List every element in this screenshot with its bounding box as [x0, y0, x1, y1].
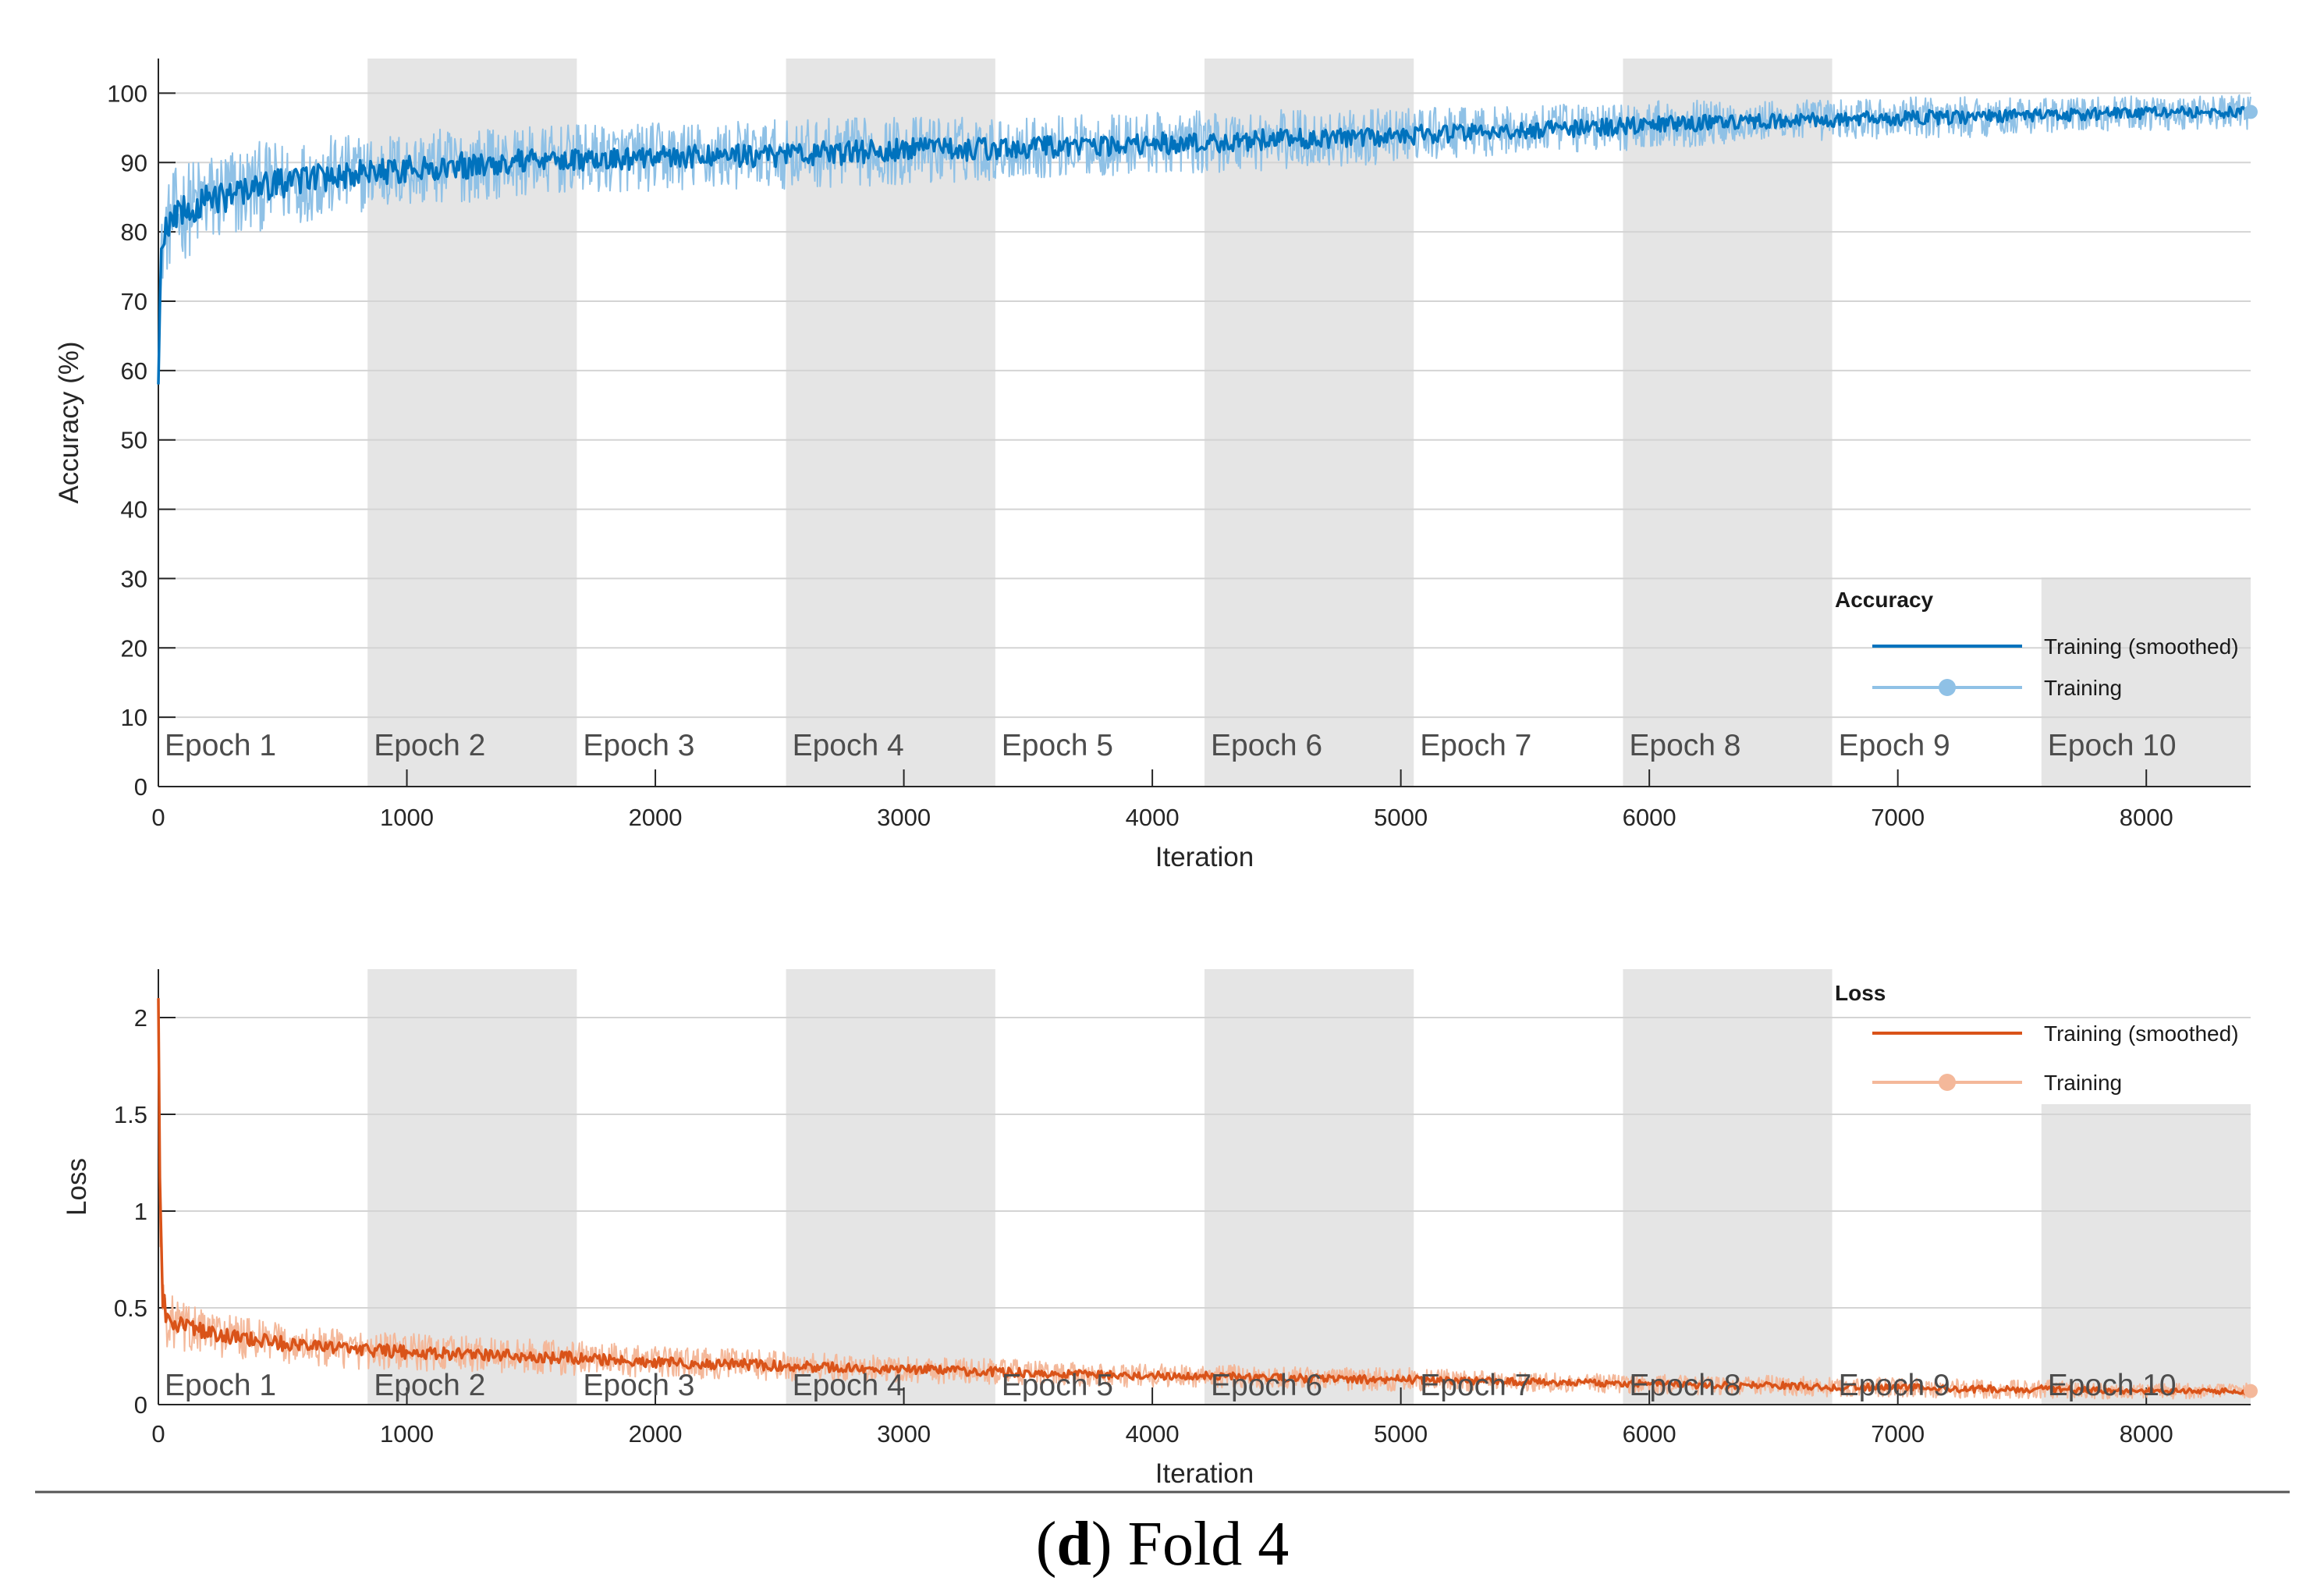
loss-epoch-shade — [2041, 1104, 2251, 1405]
loss-x-tick-label: 0 — [151, 1420, 165, 1448]
loss-x-axis-title: Iteration — [1155, 1458, 1254, 1489]
accuracy-legend-entry-training: Training — [2044, 676, 2122, 700]
loss-x-tick-label: 4000 — [1126, 1420, 1180, 1448]
accuracy-y-tick-label: 40 — [121, 496, 147, 524]
accuracy-y-axis-title: Accuracy (%) — [54, 341, 84, 503]
accuracy-y-tick-label: 10 — [121, 704, 147, 731]
loss-legend-title: Loss — [1835, 981, 1886, 1005]
accuracy-x-axis-title: Iteration — [1155, 842, 1254, 872]
loss-epoch-label: Epoch 9 — [1839, 1369, 1950, 1402]
loss-x-tick-label: 6000 — [1623, 1420, 1676, 1448]
accuracy-x-tick-label: 6000 — [1623, 804, 1676, 831]
accuracy-y-tick-label: 80 — [121, 218, 147, 246]
loss-epoch-shade — [1623, 969, 1833, 1405]
loss-legend-entry-smoothed: Training (smoothed) — [2044, 1021, 2239, 1046]
accuracy-y-tick-label: 100 — [107, 80, 147, 107]
loss-x-tick-label: 3000 — [877, 1420, 931, 1448]
loss-y-axis-title: Loss — [62, 1158, 92, 1216]
accuracy-epoch-label: Epoch 9 — [1839, 729, 1950, 762]
loss-epoch-label: Epoch 8 — [1629, 1369, 1740, 1402]
accuracy-x-tick-label: 3000 — [877, 804, 931, 831]
caption-letter: d — [1056, 1510, 1091, 1579]
loss-series-training-smoothed — [157, 998, 2252, 1395]
loss-epoch-label: Epoch 10 — [2048, 1369, 2177, 1402]
loss-y-tick-label: 1.5 — [114, 1101, 147, 1128]
accuracy-epoch-shade — [1205, 59, 1414, 787]
accuracy-x-tick-label: 2000 — [629, 804, 683, 831]
accuracy-x-tick-label: 1000 — [380, 804, 434, 831]
accuracy-y-tick-label: 90 — [121, 149, 147, 176]
accuracy-legend-entry-smoothed: Training (smoothed) — [2044, 634, 2239, 659]
loss-epoch-shade — [786, 969, 995, 1405]
loss-epoch-label: Epoch 6 — [1211, 1369, 1322, 1402]
loss-x-tick-label: 1000 — [380, 1420, 434, 1448]
loss-legend-entry-training: Training — [2044, 1071, 2122, 1095]
loss-chart: 0 0.5 1 1.5 2 0 1000 2000 3000 4000 5000 6000 7000 80… — [62, 969, 2258, 1489]
accuracy-epoch-label: Epoch 3 — [583, 729, 694, 762]
caption-title: Fold 4 — [1128, 1510, 1290, 1579]
accuracy-legend-title: Accuracy — [1835, 588, 1934, 612]
accuracy-epoch-label: Epoch 2 — [374, 729, 485, 762]
accuracy-series-training-smoothed — [157, 105, 2251, 385]
loss-y-tick-label: 0 — [134, 1391, 147, 1419]
loss-series-end-marker — [2244, 1384, 2258, 1398]
accuracy-y-tick-label: 30 — [121, 565, 147, 592]
accuracy-x-tick-label: 5000 — [1374, 804, 1428, 831]
accuracy-y-tick-label: 50 — [121, 427, 147, 454]
accuracy-epoch-label: Epoch 4 — [793, 729, 904, 762]
accuracy-epoch-label: Epoch 1 — [165, 729, 276, 762]
loss-epoch-label: Epoch 2 — [374, 1369, 485, 1402]
loss-x-tick-label: 2000 — [629, 1420, 683, 1448]
accuracy-epoch-label: Epoch 7 — [1420, 729, 1531, 762]
loss-x-tick-label: 5000 — [1374, 1420, 1428, 1448]
loss-y-tick-label: 0.5 — [114, 1295, 147, 1322]
accuracy-epoch-label: Epoch 10 — [2048, 729, 2177, 762]
accuracy-epoch-label: Epoch 6 — [1211, 729, 1322, 762]
accuracy-x-tick-label: 8000 — [2120, 804, 2173, 831]
accuracy-y-tick-label: 20 — [121, 634, 147, 662]
accuracy-epoch-label: Epoch 5 — [1002, 729, 1113, 762]
loss-x-tick-label: 8000 — [2120, 1420, 2173, 1448]
accuracy-epoch-label: Epoch 8 — [1629, 729, 1740, 762]
loss-legend-marker-training — [1939, 1074, 1956, 1091]
loss-epoch-label: Epoch 5 — [1002, 1369, 1113, 1402]
loss-epoch-label: Epoch 3 — [583, 1369, 694, 1402]
loss-epoch-label: Epoch 1 — [165, 1369, 276, 1402]
loss-x-tick-label: 7000 — [1871, 1420, 1925, 1448]
loss-epoch-label: Epoch 4 — [793, 1369, 904, 1402]
figure-caption: (d) Fold 4 — [1036, 1510, 1290, 1579]
loss-y-tick-label: 2 — [134, 1004, 147, 1032]
accuracy-x-tick-label: 0 — [151, 804, 165, 831]
loss-epoch-shade — [367, 969, 577, 1405]
accuracy-y-tick-label: 0 — [134, 773, 147, 801]
accuracy-x-tick-label: 7000 — [1871, 804, 1925, 831]
accuracy-y-tick-label: 70 — [121, 288, 147, 315]
loss-y-tick-label: 1 — [134, 1198, 147, 1225]
accuracy-legend-marker-training — [1939, 679, 1956, 696]
accuracy-y-tick-label: 60 — [121, 357, 147, 385]
accuracy-series-end-marker — [2244, 105, 2258, 119]
accuracy-epoch-shade — [2041, 577, 2251, 787]
loss-epoch-shade — [1205, 969, 1414, 1405]
accuracy-epoch-shade — [1623, 59, 1833, 787]
accuracy-x-tick-label: 4000 — [1126, 804, 1180, 831]
loss-epoch-label: Epoch 7 — [1420, 1369, 1531, 1402]
